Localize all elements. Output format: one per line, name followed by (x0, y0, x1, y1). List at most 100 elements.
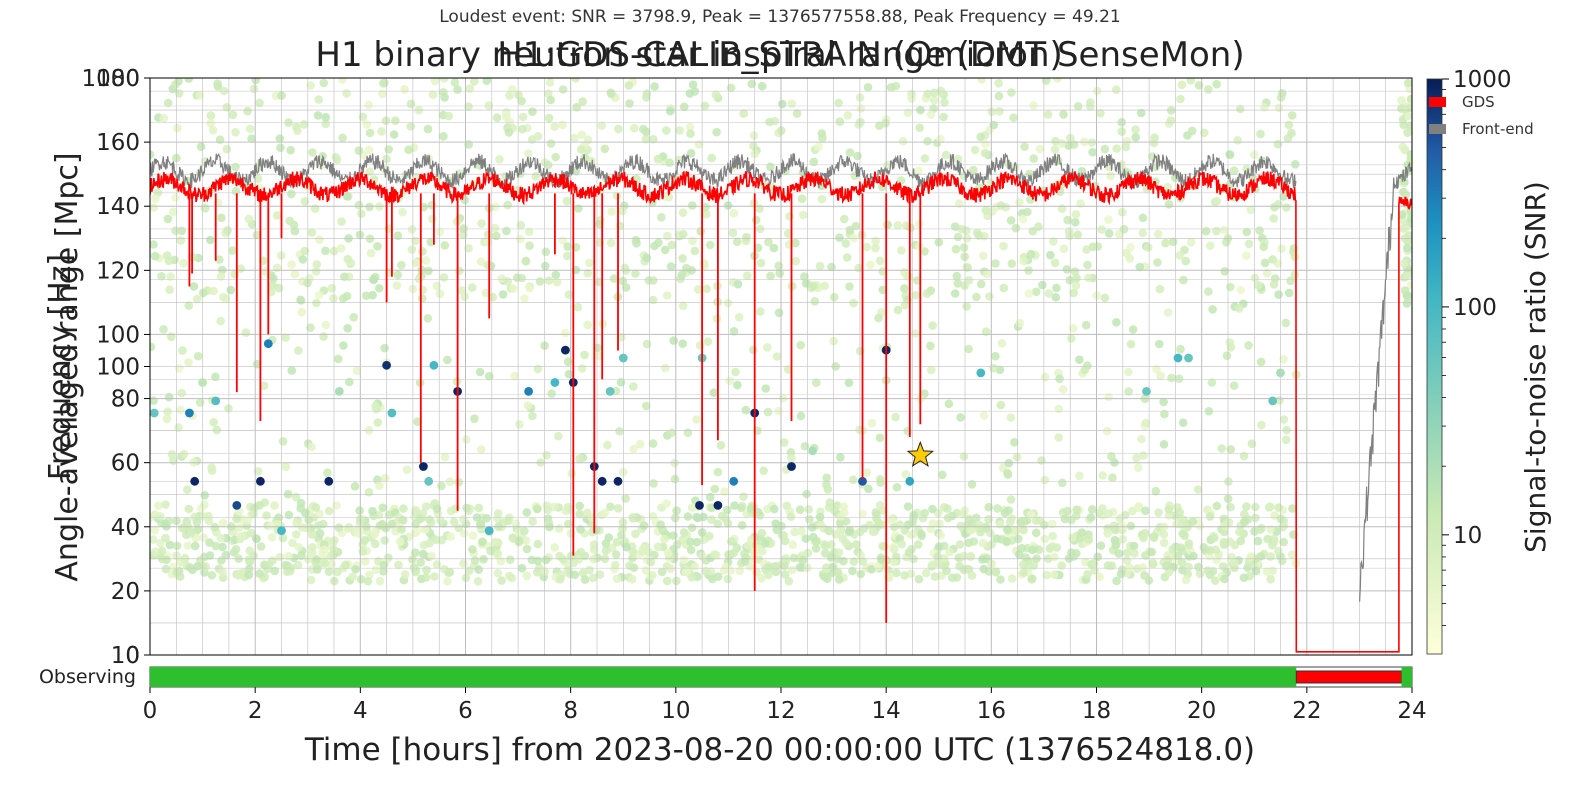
trigger-point (1138, 213, 1148, 223)
trigger-point (951, 244, 961, 254)
trigger-point (1040, 534, 1050, 544)
trigger-point (1132, 453, 1141, 463)
trigger-point (672, 506, 681, 515)
trigger-point (723, 201, 733, 210)
trigger-point (978, 555, 987, 564)
trigger-point (740, 557, 750, 566)
trigger-point (205, 551, 215, 560)
trigger-point (453, 85, 462, 94)
trigger-point (963, 564, 972, 574)
trigger-point (679, 229, 688, 239)
trigger-point (657, 567, 667, 577)
trigger-point (491, 537, 501, 547)
trigger-point (749, 345, 758, 355)
trigger-point (319, 332, 328, 341)
colorbar-tick-label: 1000 (1453, 67, 1512, 93)
trigger-point (903, 502, 913, 511)
trigger-point (1134, 463, 1143, 473)
trigger-point (1224, 477, 1233, 486)
trigger-point (244, 555, 254, 564)
trigger-point (380, 536, 390, 545)
trigger-point (972, 292, 981, 302)
trigger-point (498, 290, 508, 299)
trigger-point (762, 343, 772, 352)
trigger-point (597, 476, 607, 486)
trigger-point (200, 203, 210, 212)
trigger-point (1042, 570, 1051, 580)
trigger-point (1242, 502, 1251, 511)
trigger-point (1124, 563, 1134, 572)
trigger-point (589, 545, 599, 554)
trigger-point (297, 307, 307, 317)
trigger-point (1111, 85, 1121, 94)
trigger-point (510, 371, 519, 381)
trigger-point (808, 532, 818, 542)
trigger-point (705, 240, 715, 250)
trigger-point (580, 575, 590, 584)
trigger-point (1266, 552, 1275, 561)
trigger-point (1015, 318, 1025, 328)
trigger-point (814, 142, 823, 151)
trigger-point (373, 242, 382, 251)
trigger-point (1103, 529, 1112, 538)
trigger-point (580, 551, 590, 561)
trigger-point (1265, 502, 1275, 511)
trigger-point (945, 547, 954, 557)
trigger-point (761, 565, 770, 574)
trigger-point (473, 577, 483, 586)
trigger-point (409, 563, 419, 572)
trigger-point (344, 524, 353, 533)
trigger-point (1096, 108, 1105, 118)
trigger-point (612, 574, 622, 584)
trigger-point (1167, 373, 1176, 383)
trigger-point (800, 441, 810, 451)
trigger-point (749, 141, 758, 151)
trigger-point (358, 547, 368, 556)
trigger-point (1024, 289, 1034, 298)
trigger-point (863, 83, 873, 92)
trigger-point (735, 566, 744, 576)
trigger-point (298, 255, 308, 264)
trigger-point (695, 341, 705, 350)
trigger-point (685, 122, 695, 132)
trigger-point (795, 505, 805, 514)
trigger-point (737, 503, 746, 513)
trigger-point (243, 516, 253, 525)
trigger-point (631, 529, 640, 539)
trigger-point (1071, 281, 1081, 290)
trigger-point (666, 106, 675, 116)
trigger-point (688, 201, 697, 210)
trigger-point (1163, 308, 1173, 317)
trigger-point (1114, 549, 1124, 558)
trigger-point (995, 520, 1005, 529)
trigger-point (193, 561, 202, 571)
trigger-point (284, 510, 294, 520)
trigger-point (1251, 566, 1261, 576)
trigger-point (1057, 561, 1066, 570)
trigger-point (270, 501, 279, 510)
trigger-point (432, 504, 442, 513)
trigger-point (231, 544, 241, 554)
trigger-point (206, 111, 216, 120)
trigger-point (629, 382, 638, 391)
trigger-point (1400, 286, 1410, 295)
trigger-point (774, 308, 784, 318)
trigger-point (294, 346, 303, 355)
trigger-point (172, 541, 182, 551)
trigger-point (503, 200, 512, 210)
trigger-point (564, 290, 574, 299)
trigger-point (585, 565, 594, 575)
trigger-point (770, 504, 779, 514)
loudest-event-marker (906, 440, 935, 468)
trigger-point (484, 101, 494, 110)
trigger-point (323, 468, 332, 478)
trigger-point (1084, 534, 1093, 544)
trigger-point (572, 102, 581, 112)
trigger-point (703, 337, 713, 346)
trigger-point (1048, 542, 1057, 551)
trigger-point (464, 566, 474, 575)
trigger-point (342, 89, 351, 98)
x-tick-label: 8 (563, 698, 578, 724)
trigger-point (365, 202, 374, 212)
trigger-point (845, 282, 854, 291)
